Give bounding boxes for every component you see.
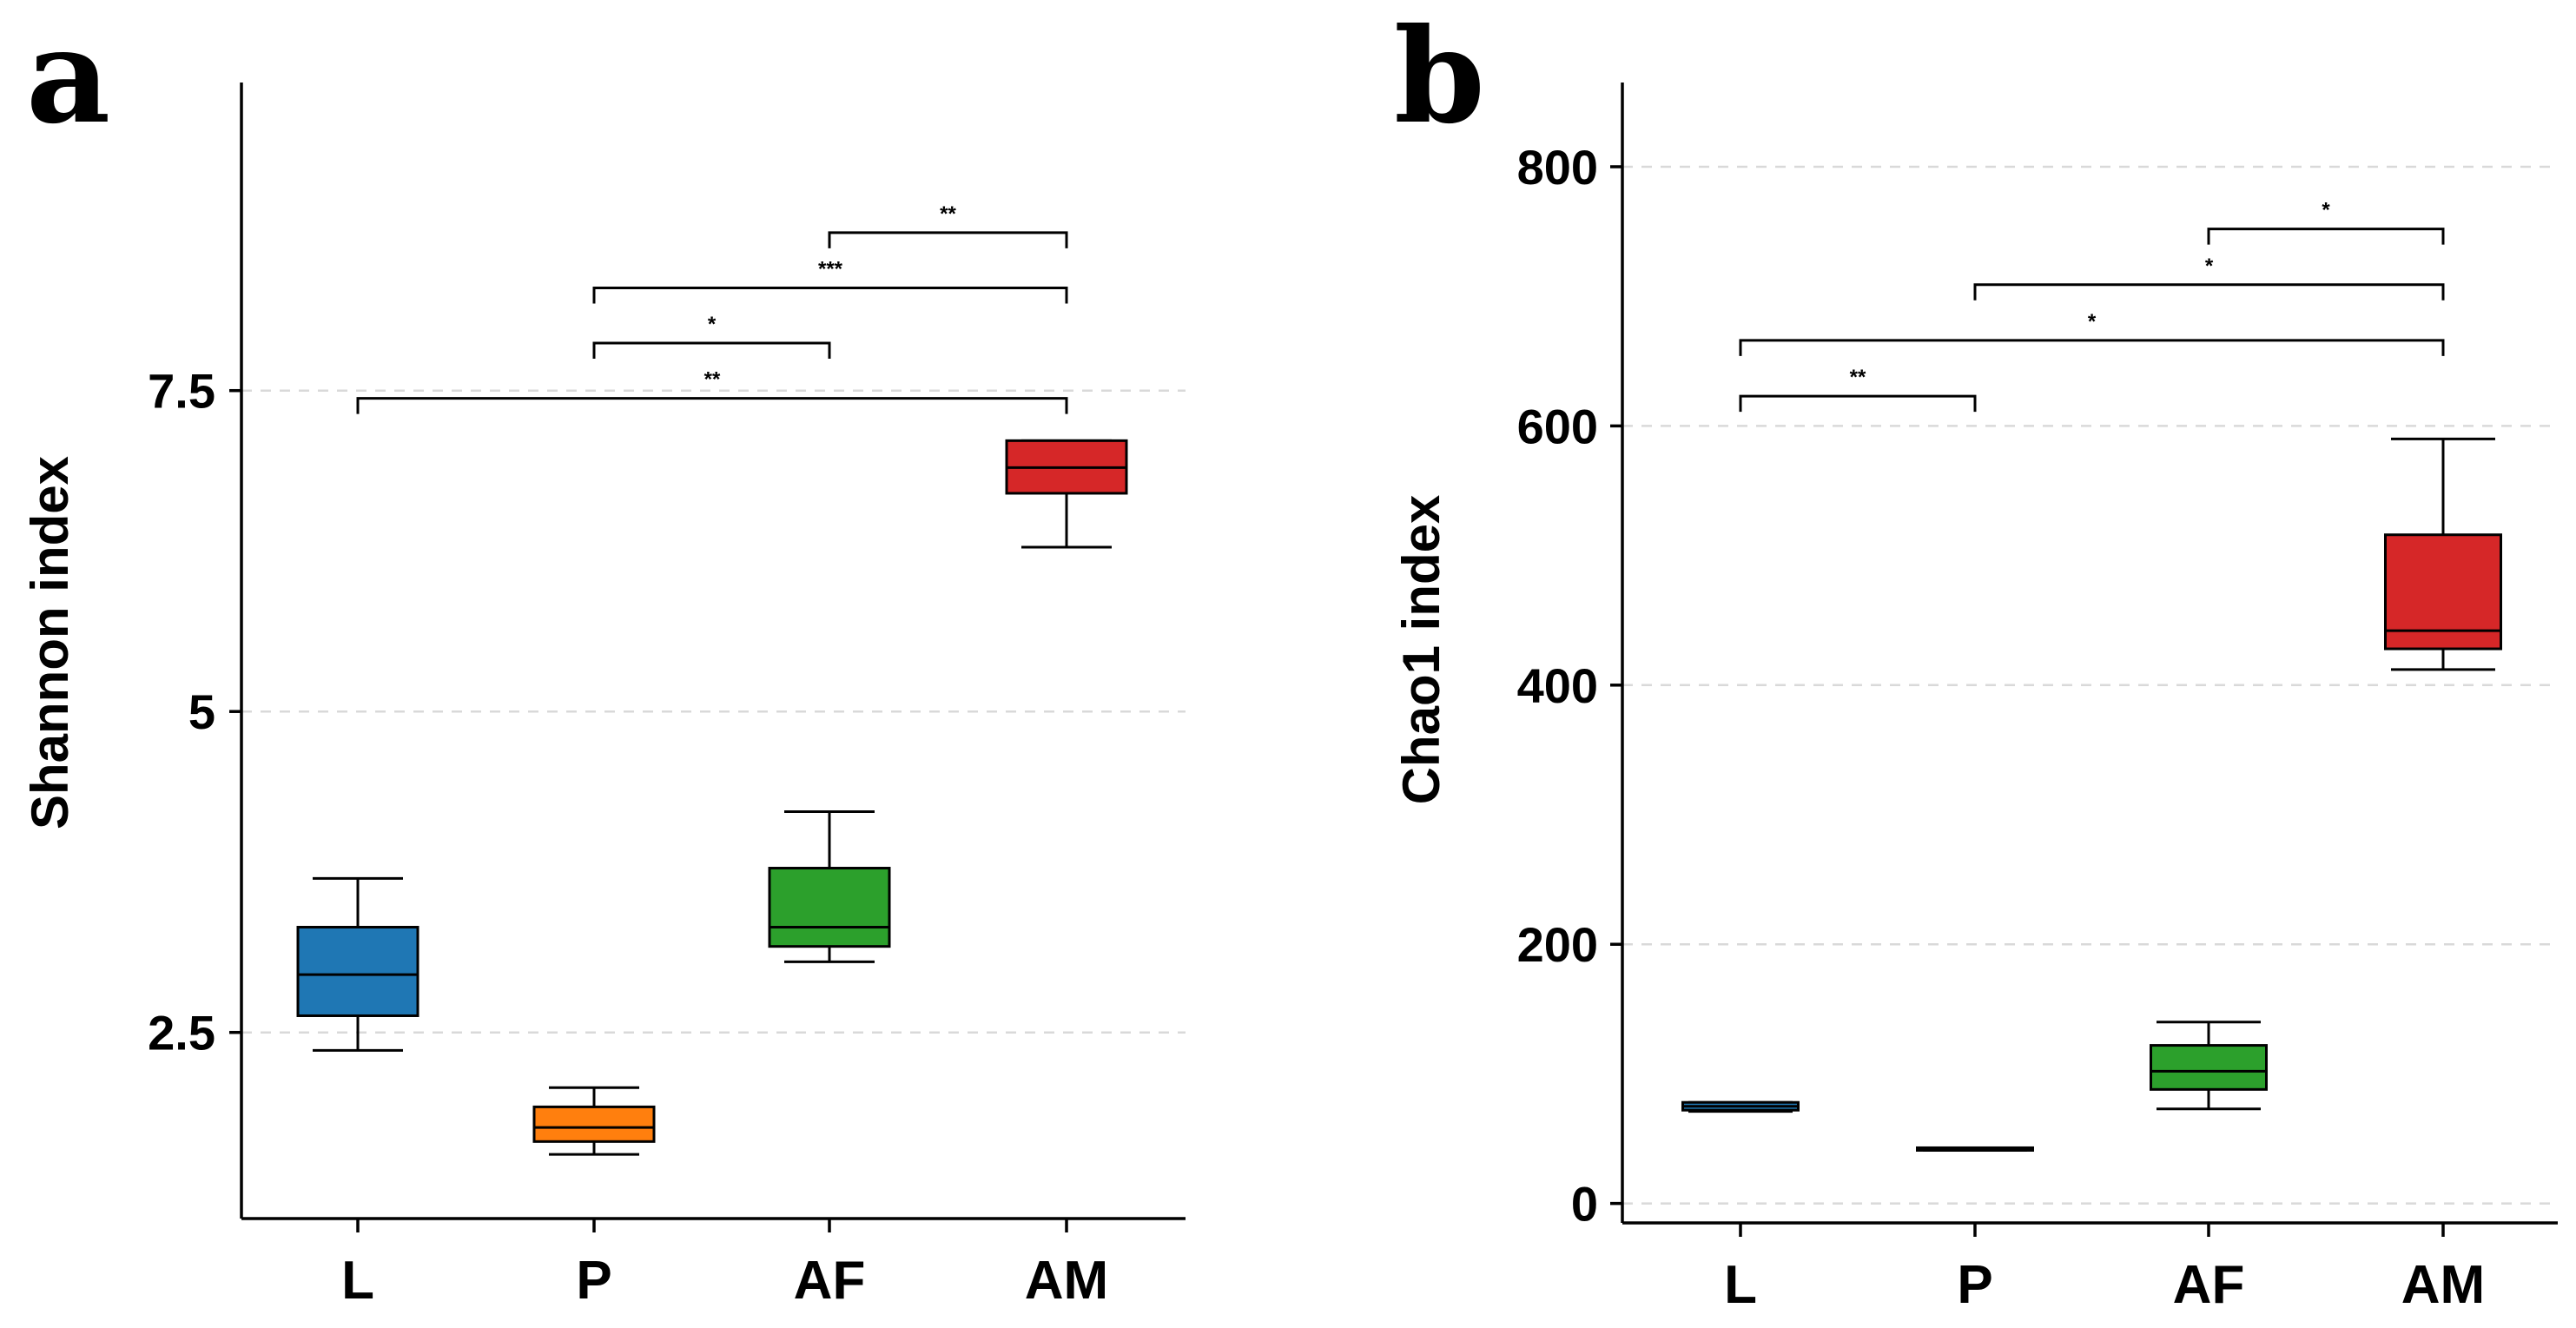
- panel-b-box-l: [1681, 1100, 1800, 1113]
- panel-a-significance-bracket: [592, 341, 831, 360]
- panel-a-significance-bracket: [592, 286, 1068, 304]
- panel-a-axes: [240, 83, 1186, 1220]
- panel-b-significance-label: *: [2088, 310, 2097, 334]
- panel-a-letter: a: [26, 0, 110, 153]
- panel-b-axes: [1621, 83, 2558, 1225]
- panel-a-significance-label: ***: [818, 257, 843, 281]
- panel-b-box-p: [1916, 1146, 2034, 1152]
- panel-b-significance-bracket: [2207, 228, 2445, 245]
- panel-b-y-tick-label: 0: [1571, 1177, 1598, 1232]
- panel-a-significance: ********: [356, 202, 1068, 414]
- panel-a-gridlines: [241, 389, 1186, 1034]
- panel-a-x-tick-label: AF: [794, 1251, 866, 1311]
- panel-a-x-ticks: L P AF AM: [341, 1219, 1108, 1311]
- panel-a-significance-label: **: [940, 202, 956, 226]
- panel-b-x-tick-label: L: [1724, 1255, 1757, 1315]
- panel-a-y-tick-label: 2.5: [148, 1006, 215, 1060]
- panel-b-y-tick-label: 800: [1517, 140, 1598, 195]
- panel-b-significance-label: *: [2205, 254, 2214, 278]
- panel-a-significance-bracket: [828, 231, 1068, 248]
- panel-a-significance-bracket: [356, 397, 1068, 414]
- panel-b-boxes: [1681, 437, 2502, 1152]
- panel-a-y-tick-label: 5: [188, 684, 215, 739]
- panel-b-box-am: [2384, 437, 2502, 671]
- panel-a-x-tick-label: L: [341, 1251, 374, 1311]
- panel-b-significance-label: *: [2322, 199, 2330, 222]
- panel-a-box-af: [768, 809, 891, 963]
- panel-a-x-tick-label: AM: [1025, 1251, 1108, 1311]
- panel-b-x-tick-label: AM: [2401, 1255, 2485, 1315]
- panel-a-box-am: [1005, 439, 1128, 549]
- panel-b-letter: b: [1394, 0, 1485, 153]
- panel-b-significance-label: **: [1850, 366, 1866, 389]
- panel-a-box-body: [532, 1105, 656, 1143]
- panel-b-y-tick-label: 600: [1517, 399, 1598, 453]
- panel-b-x-tick-label: P: [1957, 1255, 1992, 1315]
- panel-a-y-tick-label: 7.5: [148, 364, 215, 419]
- panel-b-y-tick-label: 200: [1517, 917, 1598, 972]
- panel-a-boxes: [296, 439, 1128, 1156]
- panel-a-significance-label: *: [708, 313, 717, 336]
- panel-b-y-ticks: 0 200 400 600 800: [1517, 140, 1622, 1232]
- panel-a-box-l: [296, 876, 419, 1052]
- panel-b-x-tick-label: AF: [2173, 1255, 2245, 1315]
- panel-b-significance-bracket: [1739, 339, 2445, 356]
- panel-b-significance-bracket: [1973, 283, 2445, 301]
- panel-b-box-body: [2150, 1044, 2268, 1091]
- panel-a: a Shannon index ******** 2.557.5 L P AF AM: [21, 0, 1186, 1311]
- panel-a-box-body: [768, 867, 891, 948]
- panel-a-box-body: [296, 926, 419, 1017]
- panel-a-significance-label: **: [704, 368, 721, 392]
- panel-b-significance: *****: [1739, 199, 2445, 413]
- panel-b-significance-bracket: [1739, 394, 1977, 413]
- panel-b-box-af: [2150, 1021, 2268, 1111]
- panel-a-y-ticks: 2.5 5 7.5: [148, 364, 241, 1060]
- panel-a-x-tick-label: P: [576, 1251, 611, 1311]
- panel-b-x-ticks: L P AF AM: [1724, 1223, 2485, 1315]
- panel-b-y-tick-label: 400: [1517, 658, 1598, 713]
- panel-b-gridlines: [1622, 165, 2558, 1205]
- panel-b-ylabel: Chao1 index: [1392, 495, 1450, 805]
- panel-a-ylabel: Shannon index: [21, 456, 79, 829]
- panel-a-box-p: [532, 1086, 656, 1156]
